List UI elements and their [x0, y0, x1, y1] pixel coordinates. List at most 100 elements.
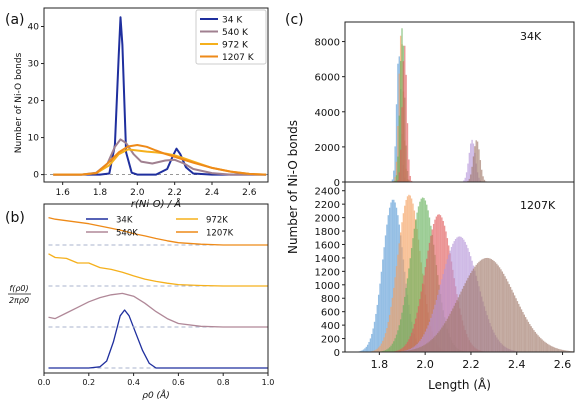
histogram-bar: [448, 254, 450, 352]
histogram-bar: [481, 169, 483, 182]
histogram-bar: [449, 250, 451, 352]
histogram-bar: [413, 323, 416, 352]
plot-frame-c-1207K: [344, 181, 575, 353]
histogram-bar: [398, 115, 400, 182]
histogram-bar: [413, 349, 416, 352]
histogram-bar: [452, 308, 454, 352]
histogram-bar: [415, 220, 417, 352]
histogram-bar: [442, 325, 444, 352]
histogram-bar: [402, 347, 405, 352]
histogram-bar: [457, 236, 460, 352]
histogram-bar: [507, 281, 509, 352]
histogram-bar: [548, 344, 550, 352]
x-tick-label-a: 2.0: [130, 188, 145, 198]
histogram-bar: [464, 177, 466, 182]
histogram-bar: [427, 325, 429, 352]
histogram-bar: [382, 340, 384, 352]
histogram-bar: [546, 343, 549, 352]
histogram-bar: [391, 343, 394, 352]
panel-label-c: (c): [285, 12, 304, 28]
histogram-bar: [465, 280, 468, 352]
histogram-bar: [514, 295, 516, 352]
histogram-bar: [417, 347, 420, 352]
histogram-bar: [399, 349, 402, 352]
histogram-bar: [424, 344, 427, 352]
histogram-bar: [397, 350, 399, 352]
x-tick-label-a: 1.8: [93, 188, 108, 198]
histogram-bar: [531, 328, 534, 352]
histogram-bar: [384, 333, 387, 352]
histogram-bar: [401, 312, 403, 352]
histogram-bar: [393, 341, 395, 352]
histogram-bar: [361, 350, 363, 352]
histogram-bar: [393, 170, 395, 182]
histogram-bar: [397, 63, 399, 183]
histogram-bar: [412, 349, 414, 352]
histogram-bar: [410, 332, 413, 352]
histogram-bar: [453, 241, 455, 352]
histogram-bar: [416, 212, 418, 352]
histogram-bar: [420, 346, 422, 352]
histogram-bar: [401, 348, 403, 352]
legend-label-a: 972 K: [222, 41, 249, 51]
plot-frame-c-34K: [344, 21, 575, 183]
legend-label-a: 540 K: [222, 28, 249, 38]
histogram-bar: [417, 206, 420, 352]
histogram-bar: [485, 258, 487, 352]
histogram-series-34K-5: [467, 140, 487, 182]
histogram-bar: [438, 331, 440, 352]
histogram-bar: [410, 349, 413, 352]
y-tick-label-a: 20: [28, 97, 40, 107]
histogram-bar: [434, 219, 436, 352]
histogram-bar: [563, 350, 565, 352]
histogram-bar: [397, 254, 399, 352]
histogram-bar: [500, 269, 502, 352]
histogram-bar: [364, 348, 366, 352]
histogram-bar: [376, 304, 378, 352]
histogram-bar: [383, 247, 385, 352]
series-line-34K: [53, 16, 267, 176]
histogram-bar: [395, 266, 398, 352]
histogram-bar: [410, 248, 413, 352]
histogram-bar: [464, 283, 466, 352]
histogram-bar: [486, 257, 488, 352]
histogram-bar: [434, 336, 436, 352]
histogram-bar: [388, 207, 391, 352]
histogram-bar: [408, 339, 410, 352]
histogram-bar: [541, 339, 543, 352]
histogram-bar: [397, 156, 399, 182]
histogram-bar: [492, 259, 494, 352]
x-tick-label-a: 1.6: [56, 188, 71, 198]
histogram-bar: [481, 259, 483, 352]
y-tick-label-c: 2200: [315, 200, 340, 211]
histogram-bar: [426, 343, 428, 352]
series-line-1207K: [53, 144, 267, 176]
histogram-bar: [426, 258, 428, 352]
histogram-bar: [545, 342, 547, 352]
histogram-bar: [430, 340, 432, 352]
histogram-bar: [382, 259, 384, 352]
histogram-bar: [559, 349, 561, 352]
histogram-bar: [398, 172, 400, 182]
legend-label-b: 540K: [116, 229, 138, 239]
histogram-bar: [402, 305, 405, 352]
histogram-bar: [530, 326, 532, 352]
histogram-bar: [534, 331, 536, 352]
histogram-bar: [401, 28, 403, 183]
histogram-bar: [405, 74, 407, 182]
histogram-bar: [431, 339, 433, 352]
histogram-bar: [369, 338, 372, 352]
y-tick-label-c: 400: [321, 321, 340, 332]
histogram-bar: [553, 347, 556, 352]
histogram-bar: [404, 45, 406, 182]
histogram-bar: [391, 199, 394, 352]
y-tick-label-a: 0: [33, 171, 39, 181]
y-tick-label-c: 1800: [315, 227, 340, 238]
y-tick-label-c: 1200: [315, 267, 340, 278]
histogram-bar: [416, 344, 418, 352]
histogram-bar: [427, 342, 429, 352]
histogram-bar: [419, 201, 421, 352]
histogram-bar: [390, 345, 392, 352]
histogram-bar: [540, 338, 542, 352]
histogram-bar: [427, 250, 429, 352]
